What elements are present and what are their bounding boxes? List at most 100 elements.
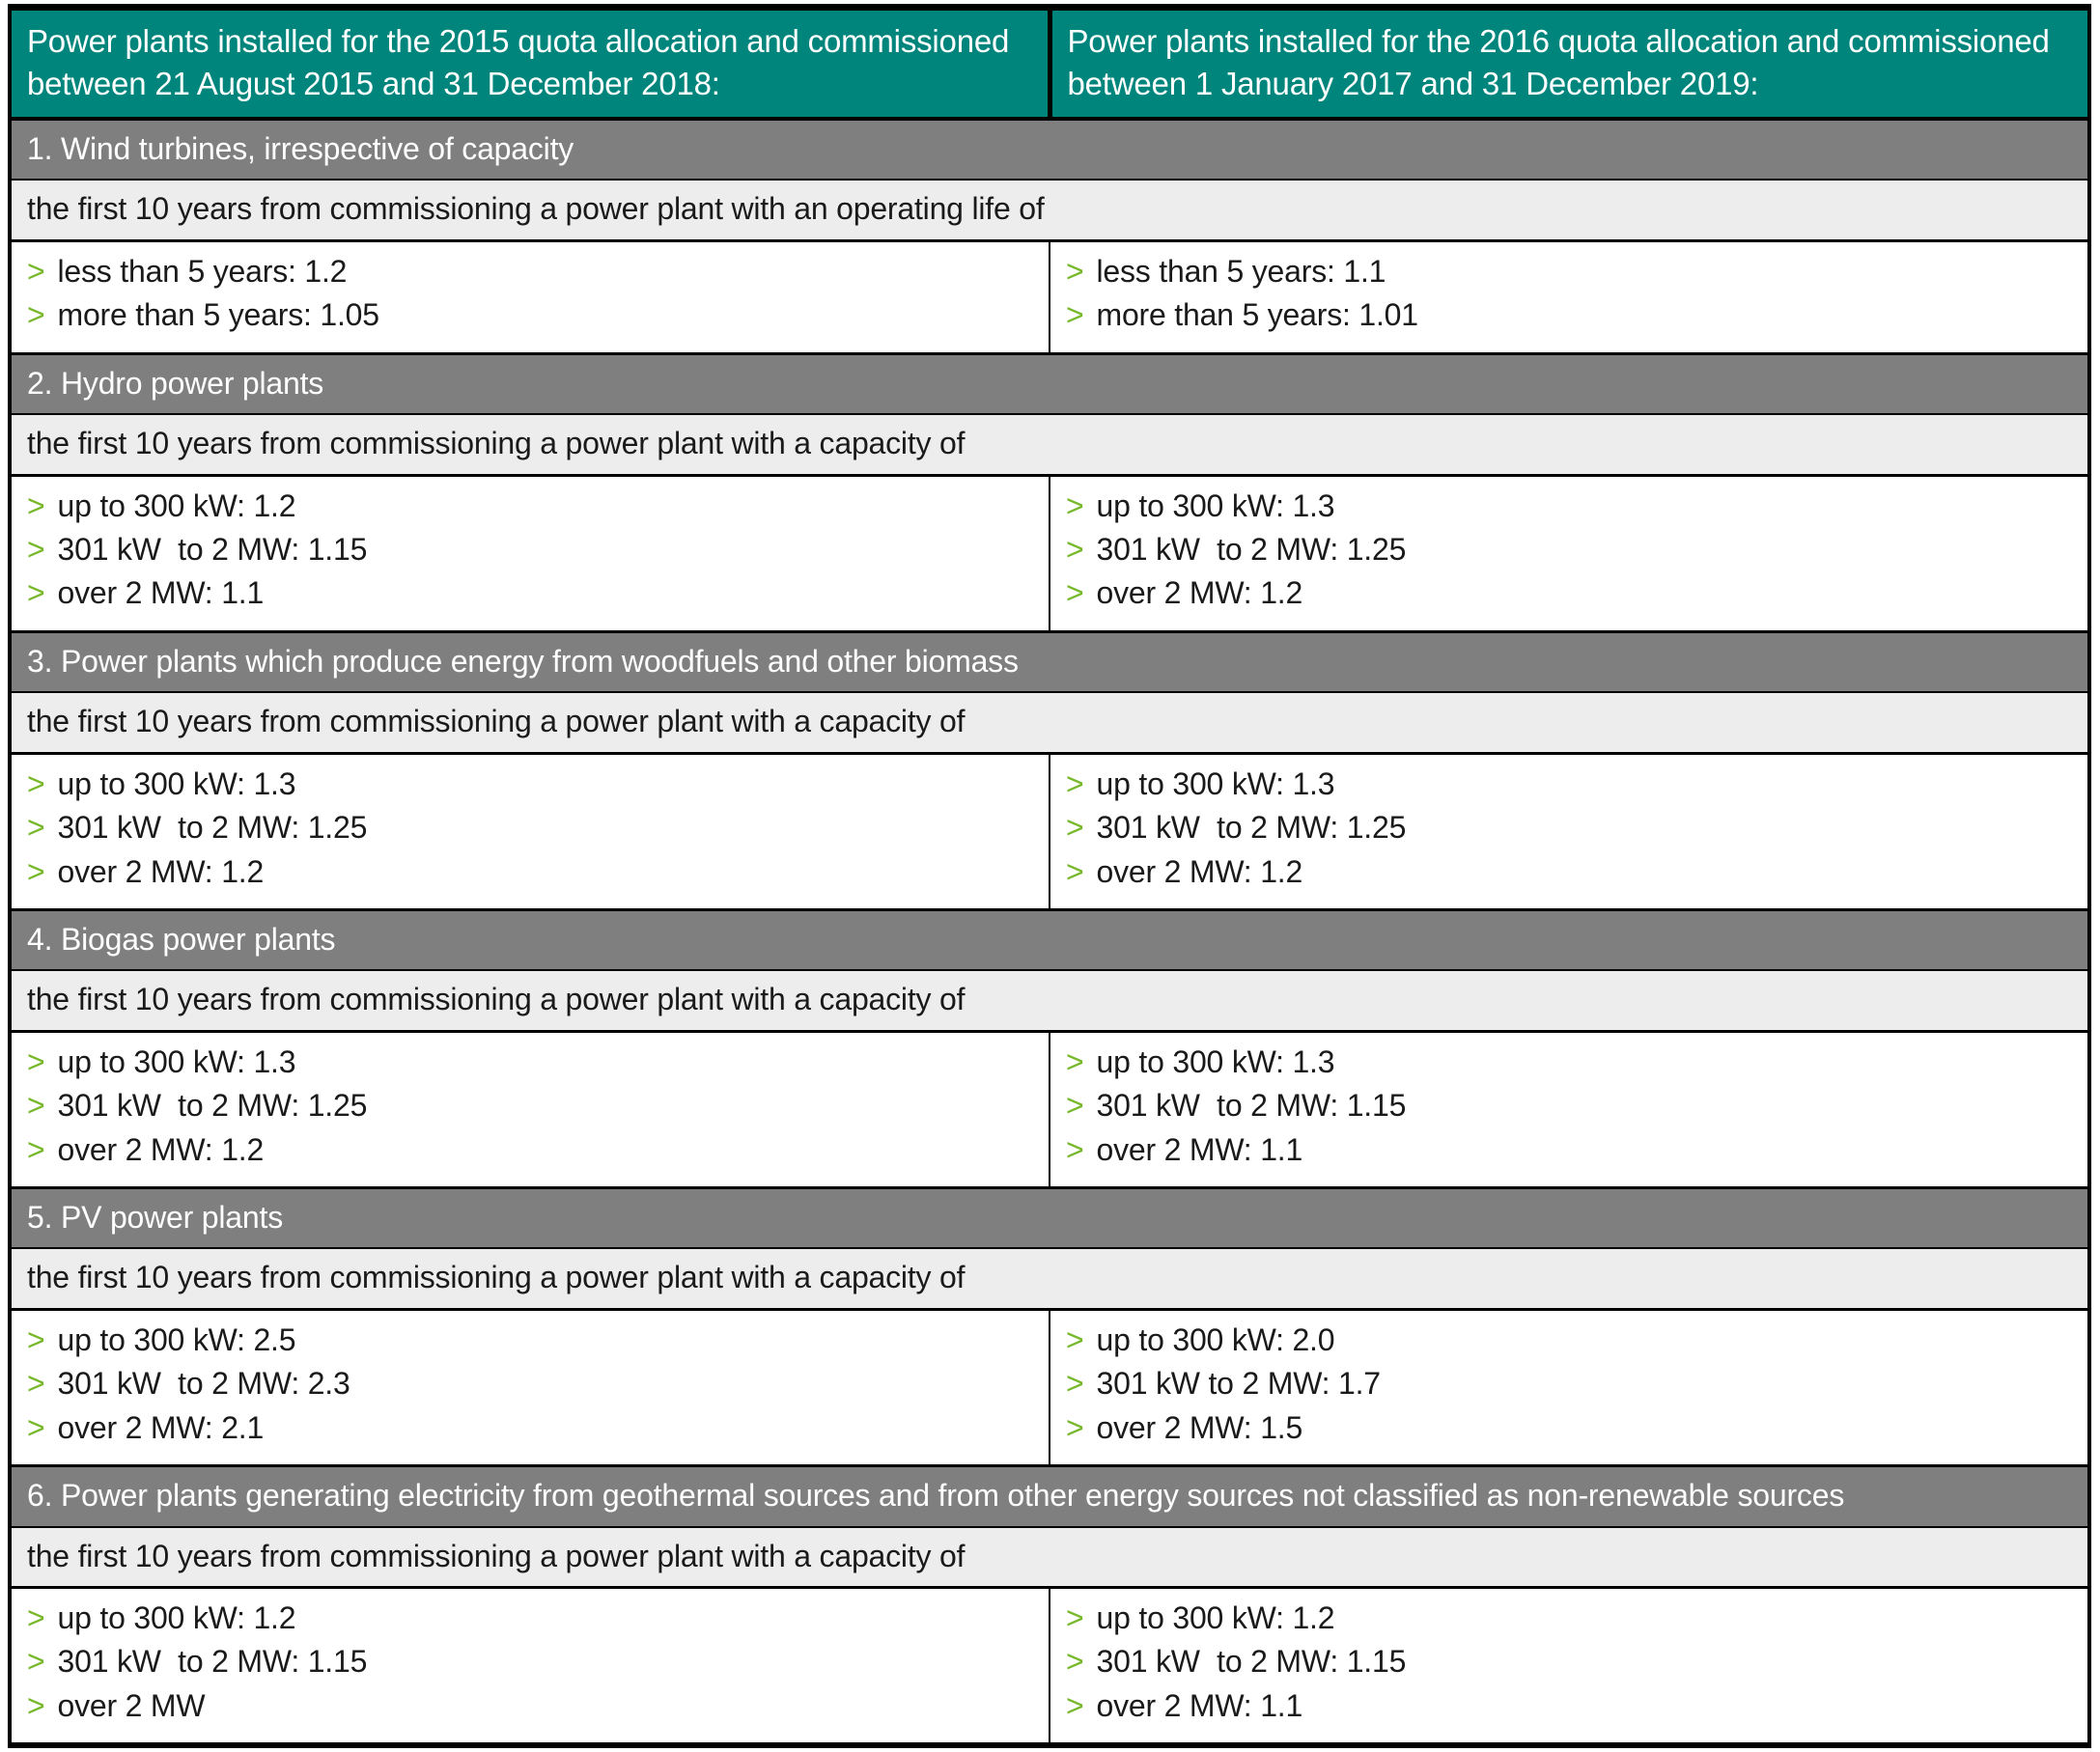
list-item-text: up to 300 kW: 1.3 [57,1043,296,1079]
list-item: > up to 300 kW: 2.5 [27,1319,1033,1362]
section-title-row-geothermal: 6. Power plants generating electricity f… [10,1464,2089,1528]
quota-allocation-table: Power plants installed for the 2015 quot… [8,4,2091,1749]
chevron-right-icon: > [1066,297,1084,333]
list-item-text: over 2 MW [57,1687,206,1723]
data-cell-2015-geothermal: > up to 300 kW: 1.2 >301 kW to 2 MW: 1.15… [10,1587,1050,1747]
chevron-right-icon: > [27,1043,45,1079]
chevron-right-icon: > [27,253,45,289]
list-item-text: over 2 MW: 1.5 [1096,1409,1303,1445]
list-item: > up to 300 kW: 1.2 [27,1597,1033,1640]
list-item: > up to 300 kW: 1.3 [1066,763,2072,806]
list-item: > over 2 MW: 1.1 [1066,1128,2072,1172]
list-item: >301 kW to 2 MW: 1.15 [27,1640,1033,1683]
chevron-right-icon: > [1066,1599,1084,1635]
list-item: >301 kW to 2 MW: 1.25 [27,806,1033,849]
data-cell-2016-geothermal: > up to 300 kW: 1.2 >301 kW to 2 MW: 1.15… [1049,1587,2089,1747]
section-subtitle: the first 10 years from commissioning a … [10,692,2089,755]
list-item: > up to 300 kW: 1.2 [27,485,1033,528]
data-row-wind: > less than 5 years: 1.2 > more than 5 yea… [10,240,2089,355]
data-cell-2016-hydro: > up to 300 kW: 1.3 >301 kW to 2 MW: 1.25… [1049,475,2089,633]
list-item: > over 2 MW: 1.2 [1066,571,2072,615]
data-row-biomass: > up to 300 kW: 1.3 >301 kW to 2 MW: 1.25… [10,753,2089,911]
list-item: > up to 300 kW: 1.2 [1066,1597,2072,1640]
list-item: > over 2 MW: 1.1 [1066,1684,2072,1728]
data-row-pv: > up to 300 kW: 2.5 >301 kW to 2 MW: 2.3 … [10,1309,2089,1468]
section-title-row-biomass: 3. Power plants which produce energy fro… [10,629,2089,694]
data-cell-2015-biogas: > up to 300 kW: 1.3 >301 kW to 2 MW: 1.25… [10,1031,1050,1190]
data-row-geothermal: > up to 300 kW: 1.2 >301 kW to 2 MW: 1.15… [10,1587,2089,1747]
section-subtitle-row-wind: the first 10 years from commissioning a … [10,180,2089,242]
list-item-text: up to 300 kW: 2.5 [57,1321,296,1357]
chevron-right-icon: > [1066,1043,1084,1079]
list-item: > less than 5 years: 1.2 [27,250,1033,293]
list-item-text: up to 300 kW: 1.3 [1096,1043,1335,1079]
chevron-right-icon: > [1066,575,1084,611]
chevron-right-icon: > [1066,810,1084,846]
list-item-text: up to 300 kW: 2.0 [1096,1321,1335,1357]
list-item-text: more than 5 years: 1.01 [1096,297,1419,333]
data-cell-2015-wind: > less than 5 years: 1.2 > more than 5 yea… [10,240,1050,355]
chevron-right-icon: > [27,1599,45,1635]
section-title-row-wind: 1. Wind turbines, irrespective of capaci… [10,117,2089,181]
list-item-text: up to 300 kW: 1.3 [1096,765,1335,801]
data-cell-2016-biogas: > up to 300 kW: 1.3 >301 kW to 2 MW: 1.15… [1049,1031,2089,1190]
column-header-2015-quota: Power plants installed for the 2015 quot… [10,7,1050,122]
list-item-text: 301 kW to 2 MW: 1.25 [1096,531,1407,567]
data-cell-2015-pv: > up to 300 kW: 2.5 >301 kW to 2 MW: 2.3 … [10,1309,1050,1468]
list-item: > up to 300 kW: 1.3 [27,763,1033,806]
table-header-row: Power plants installed for the 2015 quot… [10,7,2089,122]
chevron-right-icon: > [1066,1088,1084,1124]
list-item-text: 301 kW to 2 MW: 2.3 [57,1366,350,1402]
list-item: > over 2 MW: 1.2 [27,1128,1033,1172]
list-item-text: 301 kW to 2 MW: 1.15 [1096,1644,1407,1680]
list-item: >301 kW to 2 MW: 1.25 [1066,806,2072,849]
list-item-text: up to 300 kW: 1.3 [1096,487,1335,523]
section-title: 4. Biogas power plants [10,907,2089,972]
section-subtitle-row-biogas: the first 10 years from commissioning a … [10,970,2089,1033]
chevron-right-icon: > [27,487,45,523]
list-item-text: 301 kW to 2 MW: 1.25 [57,810,368,846]
list-item: >301 kW to 2 MW: 1.15 [1066,1640,2072,1683]
chevron-right-icon: > [27,1088,45,1124]
chevron-right-icon: > [27,531,45,567]
chevron-right-icon: > [1066,1687,1084,1723]
chevron-right-icon: > [27,575,45,611]
list-item: > more than 5 years: 1.05 [27,293,1033,337]
chevron-right-icon: > [1066,1409,1084,1445]
list-item-text: less than 5 years: 1.1 [1096,253,1386,289]
chevron-right-icon: > [1066,1131,1084,1167]
data-cell-2015-hydro: > up to 300 kW: 1.2 >301 kW to 2 MW: 1.15… [10,475,1050,633]
list-item-text: 301 kW to 2 MW: 1.15 [57,1644,368,1680]
section-title: 1. Wind turbines, irrespective of capaci… [10,117,2089,181]
list-item: > over 2 MW: 1.1 [27,571,1033,615]
list-item-text: over 2 MW: 1.2 [1096,853,1303,889]
list-item: >301 kW to 2 MW: 1.15 [27,528,1033,571]
list-item: >301 kW to 2 MW: 1.25 [27,1084,1033,1127]
chevron-right-icon: > [27,1321,45,1357]
list-item-text: up to 300 kW: 1.2 [1096,1599,1335,1635]
data-cell-2016-pv: > up to 300 kW: 2.0 >301 kW to 2 MW: 1.7 … [1049,1309,2089,1468]
list-item: > over 2 MW [27,1684,1033,1728]
section-subtitle-row-biomass: the first 10 years from commissioning a … [10,692,2089,755]
section-title: 3. Power plants which produce energy fro… [10,629,2089,694]
list-item-text: up to 300 kW: 1.3 [57,765,296,801]
list-item: > up to 300 kW: 1.3 [27,1041,1033,1084]
chevron-right-icon: > [27,297,45,333]
chevron-right-icon: > [27,810,45,846]
data-row-biogas: > up to 300 kW: 1.3 >301 kW to 2 MW: 1.25… [10,1031,2089,1190]
list-item: >301 kW to 2 MW: 1.7 [1066,1362,2072,1405]
section-subtitle: the first 10 years from commissioning a … [10,970,2089,1033]
section-title: 6. Power plants generating electricity f… [10,1464,2089,1528]
chevron-right-icon: > [27,853,45,889]
chevron-right-icon: > [27,1687,45,1723]
chevron-right-icon: > [1066,253,1084,289]
chevron-right-icon: > [1066,1366,1084,1402]
list-item-text: over 2 MW: 1.1 [1096,1131,1303,1167]
list-item: > up to 300 kW: 1.3 [1066,1041,2072,1084]
list-item: > over 2 MW: 1.2 [1066,850,2072,894]
chevron-right-icon: > [1066,853,1084,889]
list-item-text: 301 kW to 2 MW: 1.7 [1096,1366,1382,1402]
list-item: >301 kW to 2 MW: 2.3 [27,1362,1033,1405]
section-subtitle-row-pv: the first 10 years from commissioning a … [10,1248,2089,1311]
